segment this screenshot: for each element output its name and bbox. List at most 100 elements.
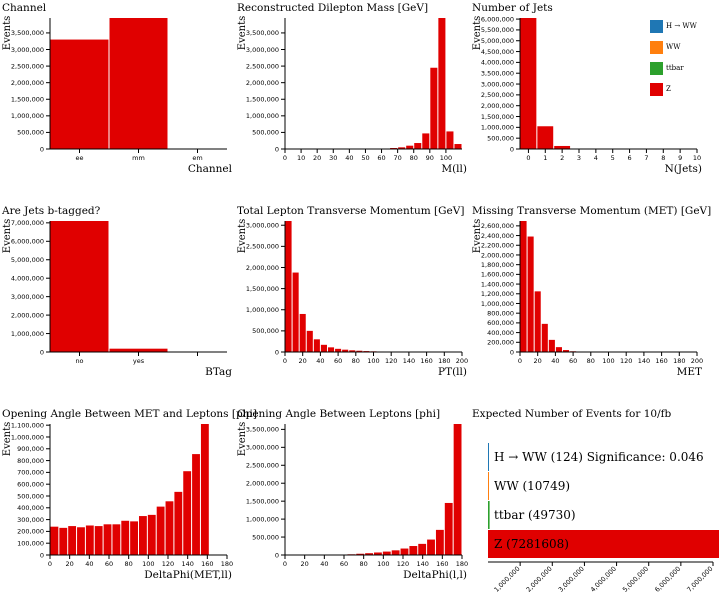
y-tick-label: 2,000,000 [246,480,279,488]
y-tick: 3,500,000 [481,70,520,78]
y-tick-label: 1,000,000 [246,112,279,120]
x-tick: 5,000,000 [621,562,650,594]
x-tick-label: 10 [297,154,305,162]
y-tick-label: 500,000 [17,492,44,500]
bar [68,526,76,555]
y-tick-label: 5,000,000 [481,37,514,45]
x-axis-label: MET [677,366,702,378]
x-tick: 50 [361,149,369,162]
y-tick-label: 3,500,000 [246,29,279,37]
y-axis-label: Events [472,16,483,50]
y-tick-label: 0 [275,348,279,356]
x-tick: 40 [320,555,328,568]
x-tick-label: 6 [628,154,632,162]
y-tick-label: 3,500,000 [246,426,279,434]
y-tick: 1,500,000 [11,96,50,104]
y-tick: 600,000 [487,319,520,327]
y-tick: 1,000,000 [11,433,50,441]
bar [430,68,437,149]
x-tick: 160 [436,555,448,568]
y-tick: 2,000,000 [11,79,50,87]
x-tick: 0 [526,149,530,162]
y-tick: 5,000,000 [11,256,50,264]
y-tick-label: 2,400,000 [481,232,514,240]
chart-dphi-met-ll: Opening Angle Between MET and Leptons [p… [0,406,235,602]
x-tick-label: 80 [360,560,368,568]
y-tick: 2,000,000 [481,102,520,110]
y-tick: 3,500,000 [246,29,285,37]
chart-btag-svg: 01,000,0002,000,0003,000,0004,000,0005,0… [0,203,235,399]
x-tick: 9 [678,149,682,162]
x-tick: 80 [587,352,595,365]
y-tick: 100,000 [17,539,50,547]
x-tick: mm [132,149,145,162]
bar [192,454,200,555]
y-tick: 1,800,000 [481,261,520,269]
y-tick-label: 400,000 [487,329,514,337]
x-tick-label: ee [76,154,84,162]
x-tick: 60 [377,149,385,162]
y-tick: 1,500,000 [481,113,520,121]
y-tick: 2,000,000 [11,311,50,319]
legend-label: WW [666,43,681,51]
x-tick-label: 0 [283,560,287,568]
x-tick-label: 60 [334,357,342,365]
y-tick: 1,000,000 [481,124,520,132]
x-tick: 160 [655,352,667,365]
y-tick-label: 1,000,000 [481,300,514,308]
y-tick-label: 0 [510,348,514,356]
x-tick: 40 [345,149,353,162]
y-tick-label: 0 [40,145,44,153]
y-tick-label: 0 [40,551,44,559]
x-tick: 120 [397,555,409,568]
chart-dphi-met-ll-svg: 0100,000200,000300,000400,000500,000600,… [0,406,235,602]
x-tick-label: 180 [456,560,468,568]
bar [392,550,400,555]
bar [139,516,147,555]
x-tick: 140 [638,352,650,365]
y-tick-label: 1,500,000 [246,96,279,104]
summary-bar [488,472,489,500]
x-tick-label: 10 [693,154,701,162]
y-tick: 500,000 [17,492,50,500]
y-tick: 2,600,000 [481,222,520,230]
bar [438,18,445,149]
bar [422,133,429,149]
legend-label: ttbar [666,64,684,72]
x-tick: yes [133,352,145,365]
bar [556,347,562,352]
y-tick-label: 800,000 [17,457,44,465]
x-tick: 80 [352,352,360,365]
y-tick-label: 1,000,000 [481,124,514,132]
y-tick-label: 800,000 [487,309,514,317]
x-tick: 140 [181,555,193,568]
y-tick-label: 600,000 [17,480,44,488]
x-tick: 6 [628,149,632,162]
x-tick-label: 120 [397,560,409,568]
y-tick: 800,000 [17,457,50,465]
x-tick: 0 [518,352,522,365]
x-tick: 30 [329,149,337,162]
x-tick: 20 [66,555,74,568]
y-tick-label: 500,000 [17,129,44,137]
x-tick: em [192,149,202,162]
y-axis-label: Events [2,422,13,456]
x-tick-label: 160 [436,560,448,568]
bar [535,291,541,352]
y-tick-label: 5,000,000 [11,256,44,264]
x-tick: 200 [691,352,703,365]
y-tick-label: 2,000,000 [11,79,44,87]
x-tick: 6,000,000 [653,562,682,594]
y-tick: 0 [40,145,50,153]
y-tick-label: 6,000,000 [11,238,44,246]
bar [328,347,334,352]
x-tick-label: 70 [393,154,401,162]
bar [446,131,453,149]
legend-label: Z [666,85,671,93]
x-tick: 3,000,000 [557,562,586,594]
y-tick: 0 [275,551,285,559]
y-tick: 3,500,000 [11,29,50,37]
x-tick: 100 [377,555,389,568]
y-tick: 0 [275,145,285,153]
